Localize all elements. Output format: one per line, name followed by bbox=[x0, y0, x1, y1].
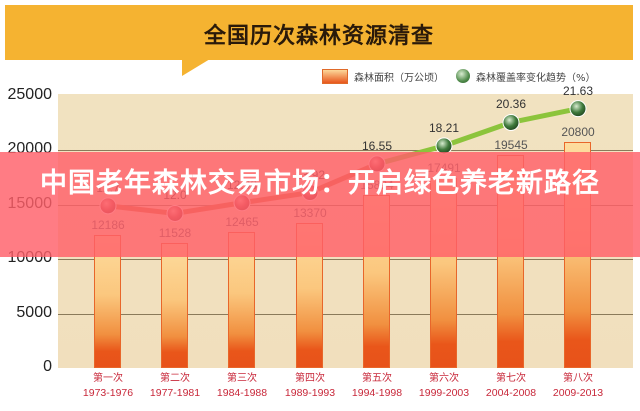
bar-value-label: 20800 bbox=[561, 124, 595, 139]
x-tick-label: 第四次 1989-1993 bbox=[275, 372, 345, 400]
survey-years: 2009-2013 bbox=[552, 387, 604, 399]
survey-years: 1973-1976 bbox=[82, 387, 134, 399]
survey-years: 1984-1988 bbox=[216, 387, 268, 399]
legend: 森林面积（万公顷） 森林覆盖率变化趋势（%） bbox=[322, 68, 596, 84]
headline-text: 中国老年森林交易市场：开启绿色养老新路径 bbox=[40, 168, 600, 199]
gridline bbox=[58, 259, 633, 260]
y-tick-label: 25000 bbox=[7, 86, 53, 103]
coverage-value-label: 20.36 bbox=[495, 97, 527, 112]
coverage-point bbox=[502, 113, 520, 131]
bar bbox=[94, 235, 121, 368]
coverage-point bbox=[569, 100, 587, 118]
circle-swatch-icon bbox=[456, 69, 470, 83]
x-tick-label: 第一次 1973-1976 bbox=[73, 372, 143, 400]
survey-years: 1989-1993 bbox=[284, 387, 336, 399]
survey-name: 第四次 bbox=[295, 373, 325, 384]
survey-name: 第六次 bbox=[429, 373, 459, 384]
headline-overlay: 中国老年森林交易市场：开启绿色养老新路径 bbox=[0, 152, 640, 257]
x-tick-label: 第七次 2004-2008 bbox=[476, 372, 546, 400]
coverage-value-label: 18.21 bbox=[428, 120, 460, 135]
bar bbox=[161, 242, 188, 368]
legend-coverage-label: 森林覆盖率变化趋势（%） bbox=[476, 72, 596, 84]
coverage-line-segment bbox=[441, 119, 514, 149]
survey-years: 1977-1981 bbox=[149, 387, 201, 399]
x-tick-label: 第三次 1984-1988 bbox=[207, 372, 277, 400]
survey-name: 第七次 bbox=[496, 373, 526, 384]
chart-title: 全国历次森林资源清查 bbox=[203, 24, 434, 49]
survey-years: 1994-1998 bbox=[351, 387, 403, 399]
coverage-value-label: 16.55 bbox=[361, 138, 393, 153]
x-tick-label: 第八次 2009-2013 bbox=[543, 372, 613, 400]
y-tick-label: 0 bbox=[43, 358, 52, 375]
y-tick-label: 5000 bbox=[16, 304, 52, 321]
gridline bbox=[58, 150, 633, 151]
x-tick-label: 第六次 1999-2003 bbox=[409, 372, 479, 400]
survey-name: 第一次 bbox=[93, 373, 123, 384]
bar-swatch-icon bbox=[322, 68, 348, 84]
x-tick-label: 第五次 1994-1998 bbox=[342, 372, 412, 400]
legend-area-label: 森林面积（万公顷） bbox=[354, 72, 444, 84]
bar-value-label: 19545 bbox=[494, 138, 528, 153]
coverage-value-label: 21.63 bbox=[562, 83, 594, 98]
coverage-line-segment bbox=[508, 106, 581, 125]
title-banner-pointer bbox=[182, 59, 210, 76]
survey-name: 第三次 bbox=[227, 373, 257, 384]
survey-years: 2004-2008 bbox=[485, 387, 537, 399]
survey-years: 1999-2003 bbox=[418, 387, 470, 399]
x-tick-label: 第二次 1977-1981 bbox=[140, 372, 210, 400]
survey-name: 第五次 bbox=[362, 373, 392, 384]
gridline bbox=[58, 314, 633, 315]
survey-name: 第二次 bbox=[160, 373, 190, 384]
chart-title-banner: 全国历次森林资源清查 bbox=[5, 5, 633, 60]
survey-name: 第八次 bbox=[563, 373, 593, 384]
